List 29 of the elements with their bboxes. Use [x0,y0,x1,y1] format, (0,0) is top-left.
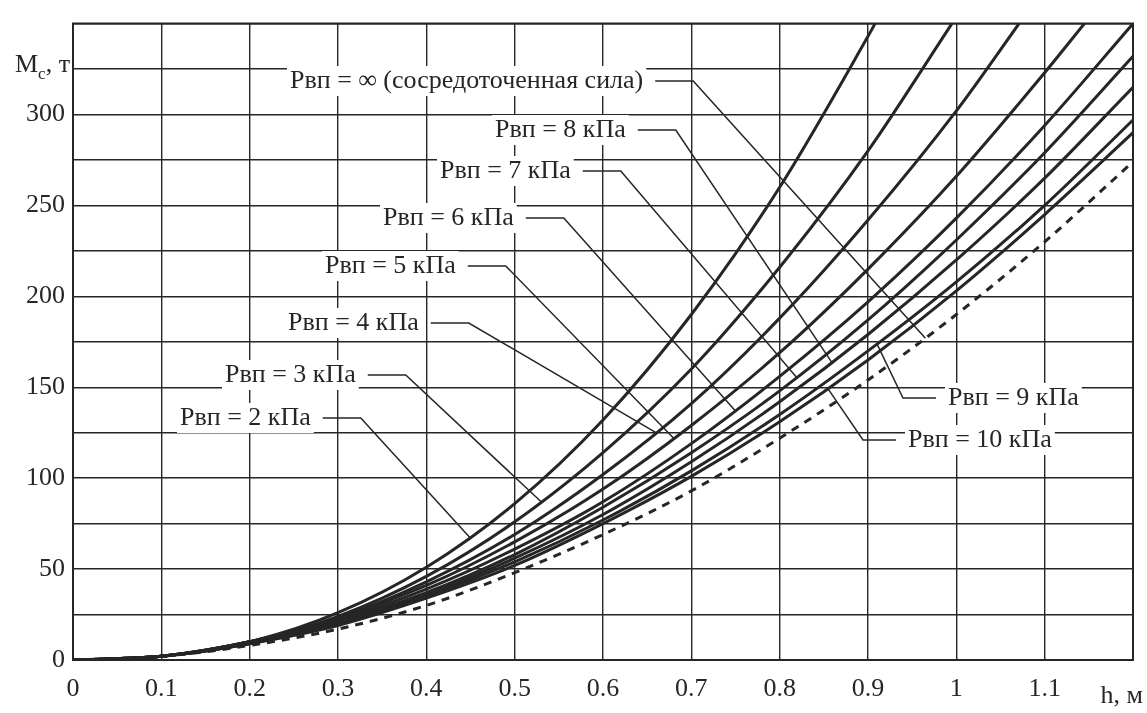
x-tick-label: 0.9 [851,673,885,703]
annotation: Рвп = 3 кПа [225,358,357,388]
x-tick-label: 0.6 [586,673,620,703]
x-tick-label: 0.3 [321,673,355,703]
x-tick-label: 0.7 [675,673,708,703]
x-tick-label: 0.1 [145,673,178,703]
y-tick-label: 100 [26,462,65,491]
x-tick-label: 0.8 [763,673,796,703]
x-tick-label: 1.1 [1028,673,1061,703]
y-tick-label: 250 [26,189,65,219]
y-tick-label: 200 [26,280,65,310]
y-tick-label: 150 [26,371,65,401]
x-tick-label: 0.2 [233,673,266,703]
annotation: Рвп = 8 кПа [495,113,627,143]
x-tick-label: 0.5 [498,673,531,703]
annotation: Рвп = 2 кПа [180,401,312,431]
y-tick-label: 300 [26,98,65,128]
annotation: Рвп = 6 кПа [383,201,515,231]
annotation: Рвп = 9 кПа [948,381,1080,411]
annotation: Рвп = 7 кПа [440,154,572,184]
x-axis-title: h, м [1100,680,1143,709]
annotation: Рвп = 10 кПа [908,423,1053,453]
annotation: Рвп = ∞ (сосредоточенная сила) [290,64,644,94]
y-tick-label: 50 [39,552,65,582]
x-tick-label: 1 [949,673,963,703]
annotation: Рвп = 5 кПа [325,249,457,279]
x-tick-label: 0.4 [410,673,443,703]
annotation: Рвп = 4 кПа [288,306,420,336]
y-tick-label: 0 [52,643,65,673]
